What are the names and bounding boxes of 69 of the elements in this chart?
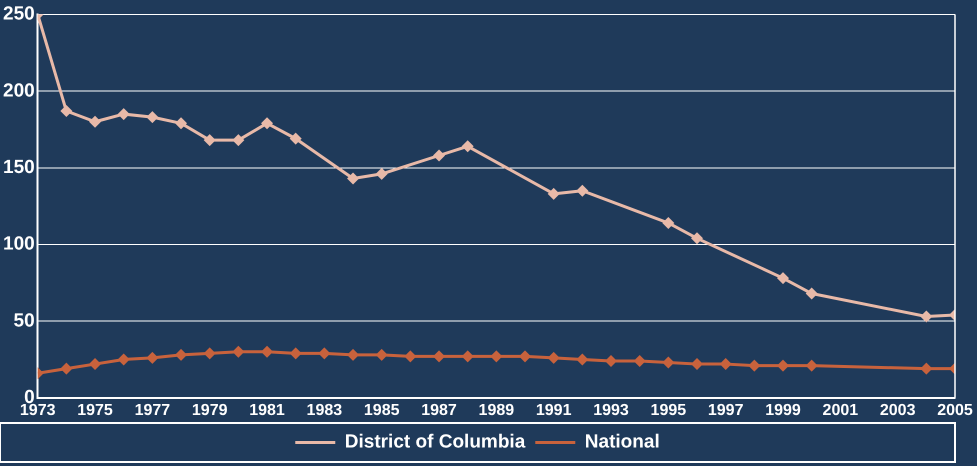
point xyxy=(376,348,388,361)
point xyxy=(204,134,216,146)
point xyxy=(920,310,932,323)
point xyxy=(806,288,818,300)
point xyxy=(920,362,932,375)
point xyxy=(748,360,760,372)
point xyxy=(404,350,416,362)
point xyxy=(261,346,274,358)
point xyxy=(662,216,674,229)
point xyxy=(60,362,72,375)
point xyxy=(519,350,532,362)
point xyxy=(720,358,732,370)
point xyxy=(548,352,560,364)
point xyxy=(376,168,388,180)
point xyxy=(232,134,244,146)
legend-label: National xyxy=(584,432,660,453)
point xyxy=(318,347,330,360)
legend-label: District of Columbia xyxy=(344,432,526,453)
y-tick-label: 100 xyxy=(3,234,35,255)
x-tick-label: 1983 xyxy=(306,402,342,419)
x-tick-label: 1981 xyxy=(249,402,285,419)
point xyxy=(290,347,302,360)
point xyxy=(806,360,818,372)
point xyxy=(232,346,244,358)
point xyxy=(118,108,130,120)
point xyxy=(175,348,188,361)
x-tick-label: 1999 xyxy=(765,402,801,419)
point xyxy=(146,111,158,124)
point xyxy=(691,232,704,244)
y-tick-label: 250 xyxy=(3,4,35,25)
x-tick-label: 1989 xyxy=(478,402,514,419)
point xyxy=(634,354,646,367)
point xyxy=(347,348,360,361)
point xyxy=(462,140,474,152)
x-tick-label: 2005 xyxy=(937,402,973,419)
point xyxy=(60,105,72,118)
x-tick-label: 1997 xyxy=(708,402,744,419)
point xyxy=(175,117,188,130)
point xyxy=(89,116,102,128)
point xyxy=(462,350,474,362)
point xyxy=(576,353,588,366)
point xyxy=(433,149,446,162)
y-tick-label: 150 xyxy=(3,156,35,178)
x-tick-label: 1993 xyxy=(593,402,629,419)
point xyxy=(89,358,102,370)
point xyxy=(433,350,446,362)
point xyxy=(490,350,502,362)
x-tick-label: 1995 xyxy=(650,402,686,419)
x-tick-label: 1977 xyxy=(134,402,170,419)
point xyxy=(146,352,158,364)
x-tick-label: 1985 xyxy=(364,402,400,419)
point xyxy=(548,188,560,200)
x-tick-label: 2001 xyxy=(822,402,858,419)
point xyxy=(777,272,790,284)
point xyxy=(347,172,360,184)
x-tick-label: 1979 xyxy=(192,402,228,419)
point xyxy=(204,347,216,360)
y-tick-label: 50 xyxy=(14,310,35,332)
x-tick-label: 2003 xyxy=(880,402,916,419)
point xyxy=(290,132,302,145)
point xyxy=(576,184,588,197)
point xyxy=(118,353,130,366)
x-tick-label: 1991 xyxy=(536,402,572,419)
point xyxy=(662,356,674,369)
point xyxy=(261,117,274,130)
y-tick-label: 200 xyxy=(3,80,35,102)
point xyxy=(777,360,790,372)
x-tick-label: 1987 xyxy=(421,402,457,419)
x-tick-label: 1975 xyxy=(77,402,113,419)
